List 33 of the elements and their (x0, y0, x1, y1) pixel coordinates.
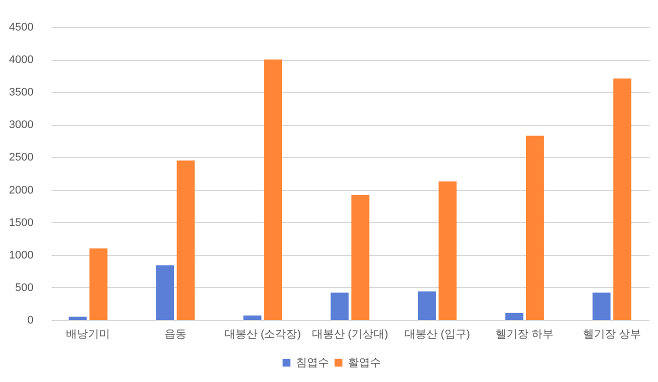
bar (264, 60, 282, 320)
bar (351, 194, 370, 320)
y-tick-label: 1000 (9, 249, 34, 262)
bar (613, 78, 632, 320)
x-tick-label: 읍동 (164, 328, 186, 340)
x-tick-label: 헬기장 상부 (582, 328, 641, 340)
bar (89, 248, 108, 320)
bar (592, 292, 611, 320)
bar (526, 136, 544, 320)
bar (156, 265, 174, 320)
y-tick-label: 4000 (9, 54, 34, 66)
y-tick-label: 0 (27, 314, 34, 326)
y-tick-label: 2500 (9, 152, 34, 164)
y-tick-label: 3500 (9, 86, 34, 99)
y-tick-label: 3000 (9, 119, 34, 132)
bar (68, 316, 87, 320)
bar (243, 315, 262, 320)
y-tick-label: 1500 (9, 216, 34, 229)
x-tick-label: 대봉산 (입구) (404, 328, 470, 340)
y-tick-label: 500 (15, 282, 34, 294)
y-tick-label: 4500 (9, 22, 34, 34)
legend-label: 활엽수 (348, 356, 381, 369)
bar (330, 292, 349, 320)
legend-label: 침엽수 (296, 356, 329, 369)
bar (176, 160, 195, 320)
x-tick-label: 대봉산 (기상대) (312, 328, 388, 340)
bar (438, 181, 457, 320)
x-tick-label: 배낭기미 (66, 328, 110, 340)
x-tick-label: 헬기장 하부 (496, 328, 554, 340)
x-tick-label: 대봉산 (소각장) (224, 328, 301, 340)
bar (505, 312, 524, 320)
y-tick-label: 2000 (9, 184, 34, 196)
bar (418, 291, 436, 320)
